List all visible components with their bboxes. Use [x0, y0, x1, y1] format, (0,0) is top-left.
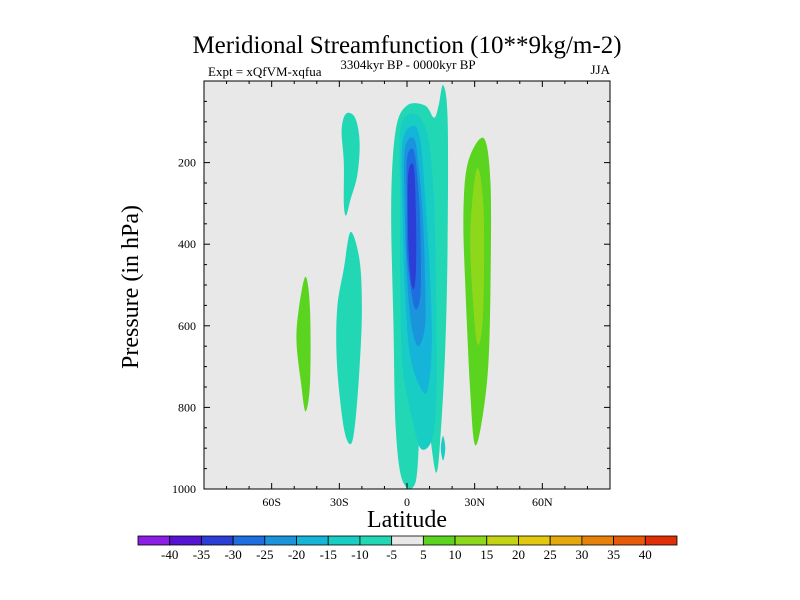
colorbar-label: -5 — [386, 547, 397, 562]
colorbar-swatch — [264, 535, 297, 546]
y-axis-label: Pressure (in hPa) — [118, 205, 144, 369]
colorbar-label: 20 — [512, 547, 525, 562]
colorbar-label: -20 — [288, 547, 305, 562]
colorbar-swatch — [486, 535, 519, 546]
x-axis-label: Latitude — [367, 507, 447, 533]
tick-layer: 200 400 600 800 1000 60S 30S 0 30N 60N — [172, 81, 610, 509]
contour-minus5-band-sh-low — [336, 231, 362, 445]
colorbar-swatch — [296, 535, 329, 546]
colorbar-label: -25 — [256, 547, 273, 562]
y-tick-label: 800 — [178, 400, 196, 414]
chart-subtitle-right: JJA — [590, 62, 610, 77]
colorbar-swatch — [391, 535, 424, 546]
colorbar-label: 25 — [544, 547, 557, 562]
colorbar-swatch — [581, 535, 614, 546]
contour-minus30-main — [407, 163, 417, 290]
x-tick-label: 0 — [404, 495, 410, 509]
colorbar-swatch — [422, 535, 456, 546]
colorbar-swatch — [549, 535, 583, 546]
contour-minus10-spot-low — [440, 436, 446, 461]
colorbar-swatch — [613, 535, 646, 546]
colorbar-label: -35 — [193, 547, 210, 562]
x-tick-label: 60N — [532, 495, 553, 509]
colorbar: -40 -35 -30 -25 -20 -15 -10 -5 5 10 15 20 25 30 35 40 — [137, 535, 678, 562]
contour-minus5-band-sh-mid — [341, 112, 360, 216]
colorbar-label: -40 — [161, 547, 178, 562]
colorbar-swatch — [137, 535, 171, 546]
chart-subtitle-center: 3304kyr BP - 0000kyr BP — [340, 57, 475, 72]
y-tick-label: 400 — [178, 237, 196, 251]
y-tick-label: 200 — [178, 156, 196, 170]
colorbar-label: 35 — [607, 547, 620, 562]
colorbar-swatch — [644, 535, 678, 546]
colorbar-swatch — [201, 535, 234, 546]
colorbar-label: -30 — [224, 547, 241, 562]
chart-title: Meridional Streamfunction (10**9kg/m-2) — [192, 32, 621, 59]
colorbar-label: -10 — [351, 547, 368, 562]
x-tick-label: 60S — [262, 495, 281, 509]
colorbar-label: 5 — [420, 547, 427, 562]
colorbar-label: 10 — [449, 547, 462, 562]
colorbar-swatch — [169, 535, 202, 546]
colorbar-swatch — [232, 535, 266, 546]
colorbar-label: -15 — [320, 547, 337, 562]
colorbar-swatch — [454, 535, 488, 546]
colorbar-label: 40 — [639, 547, 652, 562]
y-tick-label: 600 — [178, 319, 196, 333]
x-tick-label: 30S — [330, 495, 349, 509]
colorbar-swatch — [359, 535, 393, 546]
plot-area-frame — [203, 80, 611, 490]
colorbar-label: 30 — [575, 547, 588, 562]
chart-subtitle-left: Expt = xQfVM-xqfua — [208, 64, 322, 79]
y-tick-label: 1000 — [172, 482, 196, 496]
contour-plus10-core-nh — [470, 168, 485, 345]
colorbar-label: 15 — [480, 547, 493, 562]
colorbar-swatch — [327, 535, 361, 546]
colorbar-swatch — [518, 535, 551, 546]
contour-plus5-band-sh — [296, 276, 311, 412]
contour-layer — [296, 84, 492, 489]
x-tick-label: 30N — [464, 495, 485, 509]
